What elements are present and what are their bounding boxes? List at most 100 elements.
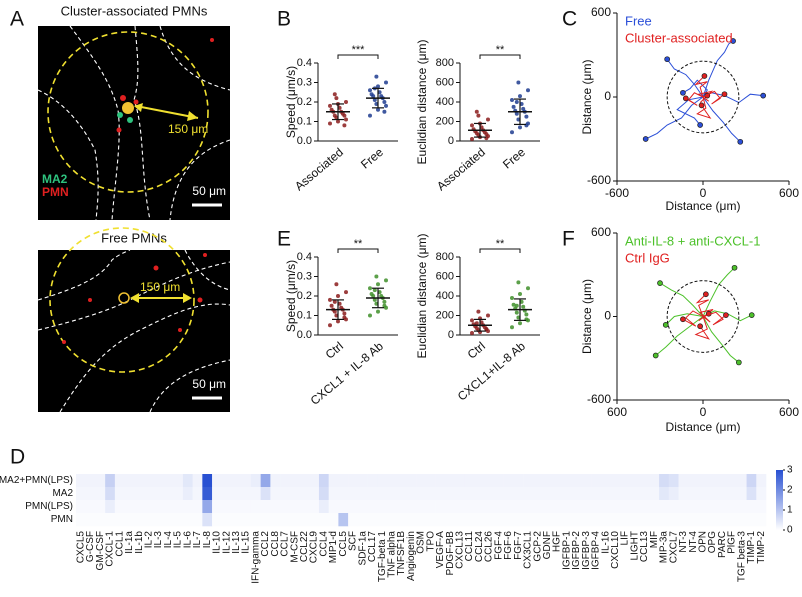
- track-end: [657, 280, 663, 286]
- track: [676, 96, 704, 126]
- data-point: [334, 282, 339, 287]
- heat-cell: [144, 487, 155, 501]
- heat-cell: [610, 500, 621, 514]
- heat-cell: [124, 500, 135, 514]
- heat-cell: [649, 513, 660, 527]
- row-label: MA2: [52, 488, 73, 499]
- column-label: CCL24: [474, 531, 485, 563]
- heat-cell: [620, 513, 631, 527]
- colorbar-tick-label: 0: [787, 525, 793, 536]
- heat-cell: [600, 474, 611, 488]
- heat-cell: [727, 513, 738, 527]
- heat-cell: [406, 513, 417, 527]
- y-tick-label: -600: [587, 392, 611, 406]
- y-tick-label: 800: [436, 57, 454, 69]
- reference-circle: [666, 280, 740, 353]
- data-point: [518, 321, 522, 326]
- heat-cell: [600, 500, 611, 514]
- heat-cell: [202, 500, 213, 514]
- heat-cell: [756, 500, 767, 514]
- heat-cell: [639, 474, 650, 488]
- y-axis-label: Distance (μm): [580, 60, 594, 135]
- data-point: [516, 280, 521, 285]
- heat-cell: [95, 513, 106, 527]
- significance-label: **: [354, 238, 363, 250]
- heat-cell: [416, 513, 427, 527]
- heat-cell: [134, 500, 145, 514]
- channel-label: PMN: [42, 185, 69, 199]
- heat-cell: [348, 513, 359, 527]
- data-point: [514, 310, 519, 315]
- heat-cell: [192, 513, 203, 527]
- heat-cell: [357, 487, 368, 501]
- column-label: LIF: [620, 531, 631, 545]
- heat-cell: [318, 487, 329, 501]
- heat-cell: [746, 474, 757, 488]
- heat-cell: [688, 487, 699, 501]
- data-point: [484, 327, 489, 332]
- heat-cell: [260, 500, 271, 514]
- x-tick-label: 0: [700, 405, 707, 419]
- data-point: [486, 313, 490, 318]
- column-label: MIP1-d: [328, 531, 339, 563]
- column-label: OPG: [707, 531, 718, 553]
- heat-cell: [386, 500, 398, 514]
- column-label: TIMP-1: [746, 531, 757, 564]
- heat-cell: [299, 487, 310, 501]
- significance-bracket: [337, 248, 379, 253]
- heat-cell: [629, 500, 640, 514]
- heat-cell: [697, 474, 708, 488]
- heat-cell: [396, 500, 407, 514]
- data-point: [382, 299, 387, 304]
- data-point: [374, 74, 379, 79]
- y-tick-label: 600: [591, 225, 611, 239]
- data-point: [382, 100, 387, 104]
- column-label: SDF-1a: [357, 531, 368, 566]
- heat-cell: [600, 487, 611, 501]
- heat-cell: [318, 500, 329, 514]
- column-label: LIGHT: [629, 531, 640, 560]
- row-label: PMN(LPS): [25, 501, 73, 512]
- scale-label: 50 μm: [192, 377, 226, 391]
- heat-cell: [192, 487, 203, 501]
- track: [702, 92, 764, 104]
- y-tick-label: 0.2: [297, 290, 312, 302]
- heat-cell: [231, 487, 242, 501]
- data-point: [510, 98, 514, 103]
- column-label: NT-3: [678, 531, 689, 553]
- heat-cell: [95, 487, 106, 501]
- y-tick-label: 400: [436, 290, 454, 302]
- data-point: [339, 305, 344, 310]
- heat-cell: [202, 474, 213, 488]
- heat-cell: [309, 487, 320, 501]
- heat-cell: [736, 513, 747, 527]
- micrograph: [37, 25, 231, 221]
- y-tick-label: 0.0: [297, 329, 312, 341]
- column-label: SCF: [348, 531, 359, 551]
- data-point: [369, 92, 374, 97]
- column-label: CXCL13: [455, 531, 466, 569]
- track-end: [731, 264, 738, 271]
- data-point: [332, 299, 337, 304]
- heat-cell: [212, 500, 223, 514]
- track-end: [642, 136, 649, 142]
- track-end: [680, 89, 686, 96]
- heat-cell: [629, 487, 640, 501]
- heat-cell: [425, 487, 436, 501]
- heat-cell: [493, 474, 504, 488]
- heat-cell: [707, 513, 718, 527]
- track-end: [697, 122, 703, 128]
- heat-cell: [717, 487, 728, 501]
- heat-cell: [357, 513, 368, 527]
- heat-cell: [620, 487, 631, 501]
- data-point: [368, 88, 372, 93]
- data-point: [344, 100, 348, 104]
- column-label: IGFBP-3: [581, 531, 592, 570]
- data-point: [511, 104, 516, 109]
- heat-cell: [659, 513, 670, 527]
- heat-cell: [425, 474, 436, 488]
- column-label: IL-1b: [134, 531, 145, 554]
- heat-cell: [85, 513, 96, 527]
- heat-cell: [493, 500, 504, 514]
- heat-cell: [503, 487, 514, 501]
